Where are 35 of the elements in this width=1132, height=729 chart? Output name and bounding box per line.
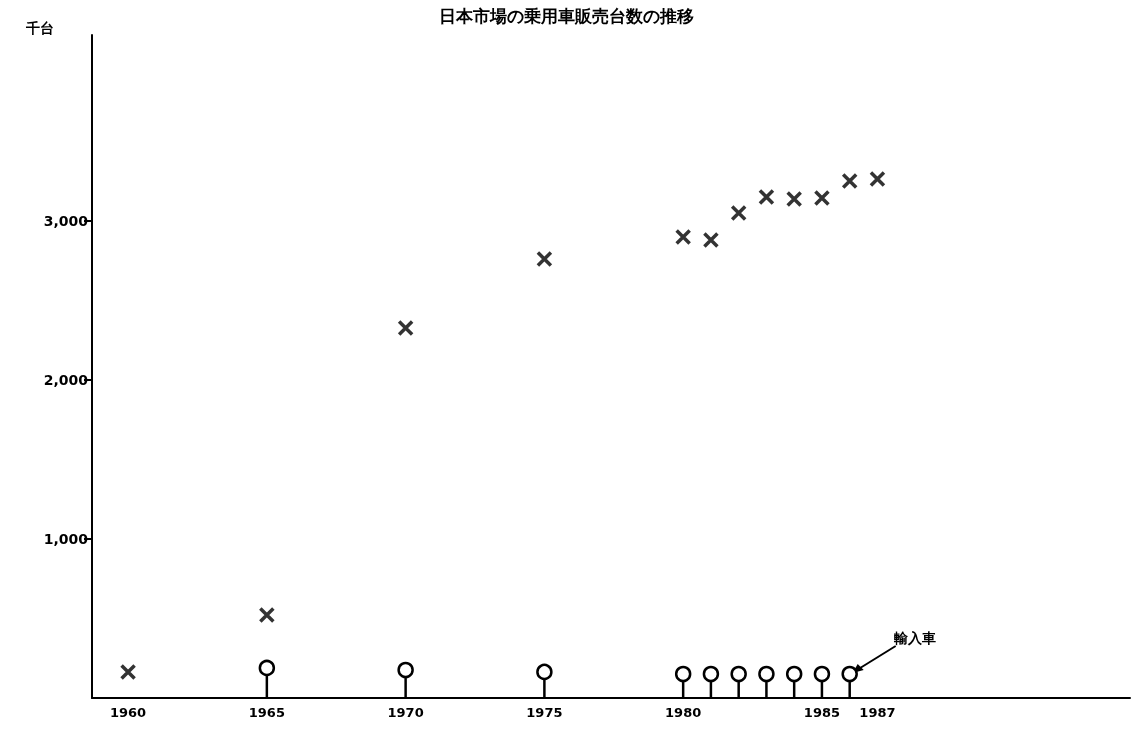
point [758, 665, 775, 683]
x-tick-label: 1987 [859, 705, 896, 720]
point [674, 228, 692, 246]
y-tick-label: 1,000 [43, 531, 89, 548]
point [258, 606, 276, 624]
point [869, 170, 886, 188]
point [785, 665, 803, 683]
y-tick-label: 3,000 [43, 213, 89, 230]
point [119, 663, 137, 681]
point [758, 188, 775, 206]
point [702, 231, 720, 249]
point [841, 665, 858, 683]
point [536, 250, 553, 268]
chart-title: 日本市場の乗用車販売台数の推移 [438, 5, 694, 26]
y-tick-label: 2,000 [43, 372, 89, 389]
x-tick-label: 1960 [109, 705, 147, 720]
point [397, 661, 414, 679]
point [730, 204, 747, 222]
point [841, 172, 858, 190]
point [258, 659, 276, 677]
point [785, 190, 803, 208]
x-tick-label: 1980 [665, 705, 702, 720]
point [813, 189, 831, 207]
point [536, 663, 553, 681]
x-tick-label: 1970 [387, 705, 424, 720]
y-axis-title: 千台 [25, 20, 54, 36]
x-tick-label: 1965 [248, 705, 285, 720]
annotation: 輸入車 [892, 629, 936, 646]
point [397, 319, 414, 337]
point [813, 665, 831, 683]
x-tick-label: 1985 [803, 705, 841, 720]
point [674, 665, 692, 683]
point [702, 665, 720, 683]
x-tick-label: 1975 [526, 705, 563, 720]
point [730, 665, 747, 683]
